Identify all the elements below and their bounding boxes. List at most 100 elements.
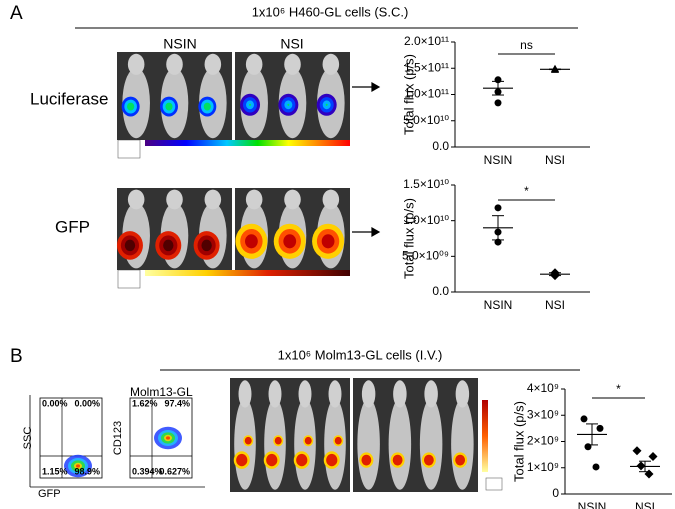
data-point (494, 204, 502, 212)
quadrant-percent: 1.15% (42, 466, 68, 476)
flow-axis-label: GFP (38, 488, 61, 500)
mouse-image (230, 378, 350, 492)
mouse-head (284, 53, 301, 75)
mouse-image (116, 188, 232, 270)
mouse-head (328, 380, 342, 408)
mouse-head (245, 53, 263, 75)
mouse-head (166, 53, 183, 75)
mouse-head (322, 53, 340, 75)
y-tick-label: 3×10⁹ (527, 407, 559, 421)
data-point (584, 443, 592, 451)
signal (283, 234, 297, 249)
mouse-head (322, 189, 340, 210)
scale-legend (117, 139, 141, 159)
quadrant-percent: 1.62% (132, 398, 158, 408)
signal (266, 453, 278, 467)
y-tick-label: 0.0 (432, 139, 449, 153)
quadrant-percent: 0.627% (159, 466, 190, 476)
mouse-head (268, 380, 282, 408)
mouse-head (204, 53, 222, 75)
data-point (596, 424, 604, 432)
x-tick-label: NSI (545, 298, 565, 312)
color-scale (145, 140, 350, 146)
signal (304, 436, 312, 445)
significance-label: ns (520, 38, 533, 52)
mouse-head (245, 189, 263, 210)
y-axis-label: Total flux (p/s) (401, 198, 416, 279)
x-tick-label: NSIN (578, 500, 607, 509)
panel-label: B (10, 346, 23, 367)
signal (321, 234, 335, 249)
quadrant-percent: 0.00% (42, 398, 68, 408)
mouse (419, 398, 443, 490)
signal (244, 436, 252, 445)
y-axis-label: Total flux (p/s) (401, 54, 416, 135)
y-tick-label: 1.0×10¹⁰ (403, 213, 449, 227)
signal (423, 454, 434, 466)
data-point (648, 451, 658, 461)
signal (274, 436, 282, 445)
mouse-head (238, 380, 252, 408)
flow-title: Molm13-GL (130, 385, 193, 399)
x-tick-label: NSIN (484, 153, 513, 167)
y-tick-label: 0 (552, 486, 559, 500)
row-label: Luciferase (30, 89, 108, 108)
panel-title: 1x10⁶ Molm13-GL cells (I.V.) (278, 347, 443, 362)
mouse-head (298, 380, 312, 408)
mouse-head (455, 380, 470, 408)
signal (326, 453, 338, 467)
signal (334, 436, 342, 445)
y-tick-label: 4×10⁹ (527, 381, 559, 395)
signal (127, 102, 135, 111)
flow-density (76, 464, 80, 468)
signal (455, 454, 466, 466)
flow-axis-label: CD123 (112, 421, 124, 455)
signal (296, 453, 308, 467)
mouse-image (235, 188, 350, 270)
mouse-head (393, 380, 407, 408)
quadrant-percent: 98.9% (74, 466, 100, 476)
panel-label: A (10, 3, 23, 24)
signal (287, 103, 290, 106)
image-header: NSIN (163, 36, 196, 52)
signal (201, 239, 212, 252)
scale-legend (485, 477, 503, 491)
mouse-head (204, 189, 222, 210)
mouse-image (117, 52, 232, 140)
row-label: GFP (55, 217, 90, 236)
signal (245, 234, 258, 249)
quadrant-percent: 97.4% (164, 398, 190, 408)
signal (124, 239, 136, 252)
color-scale (482, 400, 488, 472)
significance-label: * (524, 184, 529, 198)
mouse-head (284, 189, 301, 210)
arrows (352, 81, 381, 238)
mouse-image (353, 378, 478, 492)
quadrant-percent: 0.00% (74, 398, 100, 408)
y-tick-label: 5.0×10¹⁰ (403, 113, 449, 127)
signal (325, 103, 328, 106)
panel-title: 1x10⁶ H460-GL cells (S.C.) (252, 4, 409, 19)
mouse (451, 398, 474, 490)
y-tick-label: 2.0×10¹¹ (404, 34, 449, 48)
signal (163, 239, 174, 252)
signal (203, 102, 211, 111)
mouse (388, 398, 412, 490)
mouse-head (127, 53, 145, 75)
mouse-head (424, 380, 438, 408)
y-tick-label: 5.0×10⁰⁹ (402, 249, 449, 263)
data-point (494, 99, 502, 107)
mouse-head (127, 189, 145, 210)
signal (249, 103, 252, 106)
image-header: NSI (280, 36, 303, 52)
data-point (580, 415, 588, 423)
data-point (644, 469, 654, 479)
quadrant-percent: 0.394% (132, 466, 163, 476)
signal (236, 453, 248, 467)
signal (165, 102, 173, 111)
color-scale (145, 270, 350, 276)
flow-density (166, 436, 170, 440)
y-tick-label: 2×10⁹ (527, 434, 559, 448)
mouse (357, 398, 380, 490)
